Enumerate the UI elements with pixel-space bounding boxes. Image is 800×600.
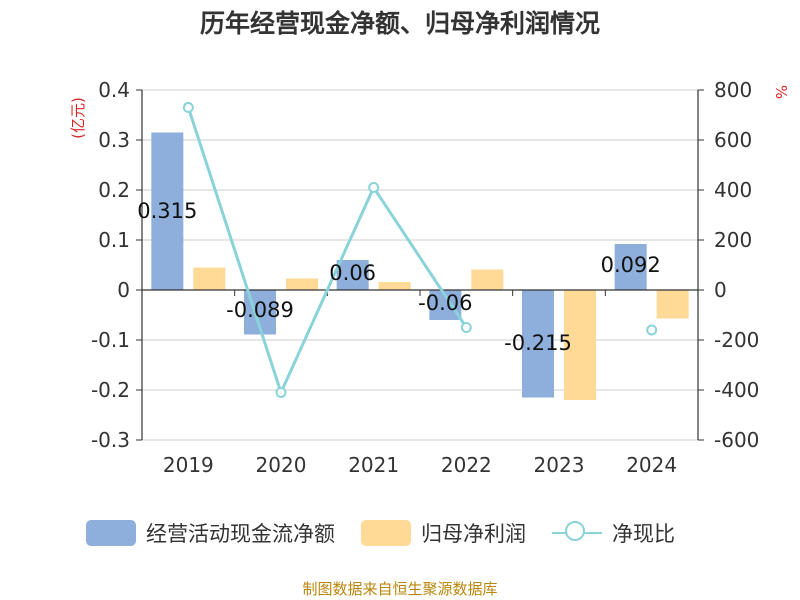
bar-net-profit [286,278,318,290]
bar-cashflow [522,290,554,398]
bar-cashflow [429,290,462,320]
right-tick-label: -600 [714,428,759,452]
chart-title: 历年经营现金净额、归母净利润情况 [199,9,600,38]
left-tick-label: 0.2 [98,178,130,202]
legend-swatch-ratio [552,520,602,546]
bar-net-profit [378,282,411,290]
x-tick-label: 2022 [441,453,492,477]
ratio-point [646,324,658,336]
data-label-cashflow: 0.06 [329,261,376,285]
bar-cashflow [614,244,647,290]
axes: -0.3 -0.2 -0.1 0 0.1 0.2 0.3 0.4 -600 -400 -200 0 20… [69,78,790,477]
bar-net-profit [193,267,226,290]
right-tick-label: 400 [714,178,752,202]
data-label-cashflow: -0.089 [226,298,294,322]
chart: -0.3 -0.2 -0.1 0 0.1 0.2 0.3 0.4 -600 -400 -200 0 20… [69,78,790,477]
data-labels: 0.315 -0.089 0.06 -0.06 -0.215 0.092 [137,199,660,355]
left-tick-label: 0 [117,278,130,302]
bar-net-profit [564,290,596,400]
bar-cashflow [336,260,369,290]
legend-swatch-cashflow [86,520,136,546]
x-tick-label: 2021 [348,453,399,477]
right-tick-label: 600 [714,128,752,152]
left-tick-label: -0.3 [91,428,130,452]
right-tick-label: -200 [714,328,759,352]
legend: 经营活动现金流净额 归母净利润 净现比 [86,518,701,548]
data-label-cashflow: 0.315 [137,199,197,223]
bar-net-profit [471,269,504,290]
right-tick-label: -400 [714,378,759,402]
left-tick-label: 0.4 [98,78,130,102]
data-label-cashflow: -0.06 [418,291,472,315]
source-note: 制图数据来自恒生聚源数据库 [302,580,498,598]
left-tick-label: -0.1 [91,328,130,352]
left-axis-unit: (亿元) [69,97,87,139]
legend-swatch-net-profit [361,520,411,546]
left-tick-label: -0.2 [91,378,130,402]
data-label-cashflow: -0.215 [504,331,572,355]
legend-item-ratio[interactable]: 净现比 [552,518,675,548]
right-tick-label: 200 [714,228,752,252]
ratio-point [275,387,287,398]
right-tick-label: 0 [714,278,727,302]
left-tick-label: 0.1 [98,228,130,252]
ratio-point [460,322,472,333]
legend-label-net-profit: 归母净利润 [421,522,526,546]
x-tick-label: 2024 [626,453,677,477]
legend-label-ratio: 净现比 [612,522,675,546]
bar-cashflow [151,132,184,290]
ratio-point [182,102,194,113]
left-tick-label: 0.3 [98,128,130,152]
legend-item-cashflow[interactable]: 经营活动现金流净额 [86,518,335,548]
x-tick-label: 2020 [256,453,307,477]
x-tick-label: 2019 [163,453,214,477]
right-tick-label: 800 [714,78,752,102]
bars [151,132,689,400]
right-axis-unit: % [772,85,790,99]
data-label-cashflow: 0.092 [601,253,661,277]
ratio-point [368,182,380,193]
legend-label-cashflow: 经营活动现金流净额 [146,522,335,546]
x-tick-label: 2023 [534,453,585,477]
legend-item-net-profit[interactable]: 归母净利润 [361,518,526,548]
bar-net-profit [656,290,689,319]
ratio-line [184,103,656,397]
